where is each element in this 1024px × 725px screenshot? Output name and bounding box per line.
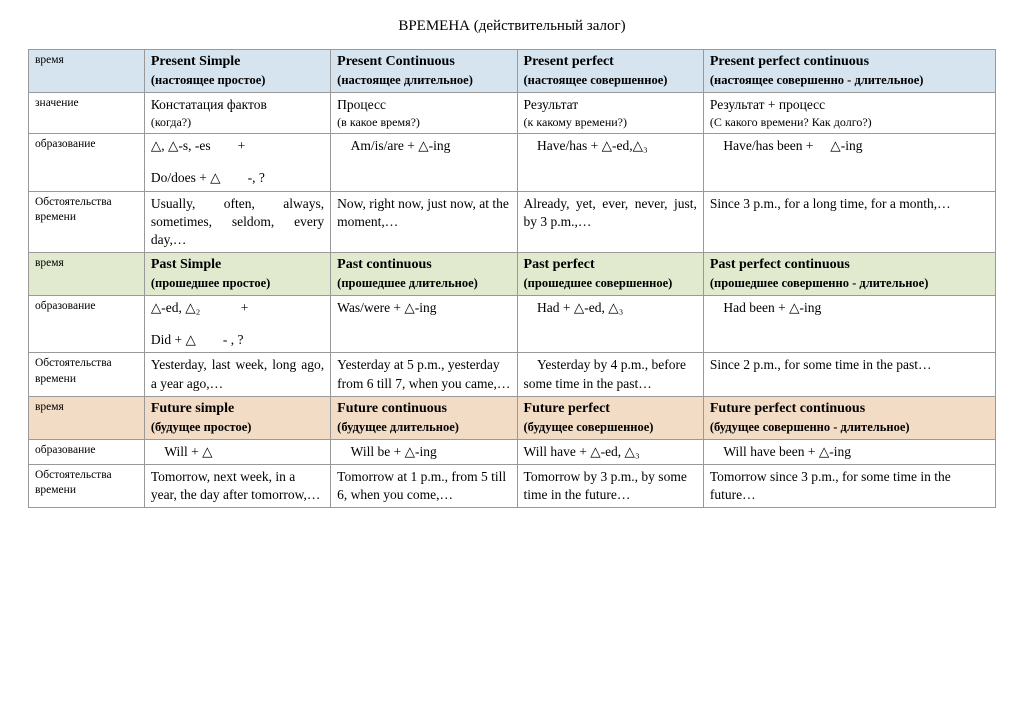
present-continuous-meaning: Процесс (в какое время?) <box>331 92 517 133</box>
past-perfcont-head: Past perfect continuous (прошедшее совер… <box>703 253 995 296</box>
label-meaning: значение <box>29 92 145 133</box>
present-perfcont-form: Have/has been + △-ing <box>703 134 995 191</box>
present-simple-form: △, △-s, -es + Do/does + △ -, ? <box>144 134 330 191</box>
future-perfect-adv: Tomorrow by 3 p.m., by some time in the … <box>517 464 703 507</box>
past-simple-head: Past Simple (прошедшее простое) <box>144 253 330 296</box>
past-perfect-head: Past perfect (прошедшее совершенное) <box>517 253 703 296</box>
future-simple-adv: Tomorrow, next week, in a year, the day … <box>144 464 330 507</box>
label-adverbs-future: Обстоятельства времени <box>29 464 145 507</box>
label-adverbs: Обстоятельства времени <box>29 191 145 253</box>
future-simple-form: Will + △ <box>144 439 330 464</box>
present-perfect-head: Present perfect (настоящее совершенное) <box>517 50 703 93</box>
future-perfect-form: Will have + △-ed, △₃ <box>517 439 703 464</box>
present-perfcont-head: Present perfect continuous (настоящее со… <box>703 50 995 93</box>
present-perfect-form: Have/has + △-ed,△₃ <box>517 134 703 191</box>
past-perfect-adv: Yesterday by 4 p.m., before some time in… <box>517 353 703 396</box>
future-perfcont-head: Future perfect continuous (будущее совер… <box>703 396 995 439</box>
future-continuous-adv: Tomorrow at 1 p.m., from 5 till 6, when … <box>331 464 517 507</box>
past-continuous-form: Was/were + △-ing <box>331 296 517 353</box>
future-perfect-head: Future perfect (будущее совершенное) <box>517 396 703 439</box>
tenses-table: время Present Simple (настоящее простое)… <box>28 49 996 508</box>
past-simple-adv: Yesterday, last week, long ago, a year a… <box>144 353 330 396</box>
past-continuous-head: Past continuous (прошедшее длительное) <box>331 253 517 296</box>
present-perfect-adv: Already, yet, ever, never, just, by 3 p.… <box>517 191 703 253</box>
past-perfect-form: Had + △-ed, △₃ <box>517 296 703 353</box>
label-tense-past: время <box>29 253 145 296</box>
present-simple-adv: Usually, often, always, sometimes, seldo… <box>144 191 330 253</box>
label-formation: образование <box>29 134 145 191</box>
label-formation-past: образование <box>29 296 145 353</box>
future-simple-head: Future simple (будущее простое) <box>144 396 330 439</box>
past-perfcont-form: Had been + △-ing <box>703 296 995 353</box>
future-perfcont-form: Will have been + △-ing <box>703 439 995 464</box>
present-simple-meaning: Констатация фактов (когда?) <box>144 92 330 133</box>
past-simple-form: △-ed, △₂ + Did + △ - , ? <box>144 296 330 353</box>
label-adverbs-past: Обстоятельства времени <box>29 353 145 396</box>
present-perfect-meaning: Результат (к какому времени?) <box>517 92 703 133</box>
present-continuous-form: Am/is/are + △-ing <box>331 134 517 191</box>
future-continuous-head: Future continuous (будущее длительное) <box>331 396 517 439</box>
label-tense: время <box>29 50 145 93</box>
label-tense-future: время <box>29 396 145 439</box>
future-perfcont-adv: Tomorrow since 3 p.m., for some time in … <box>703 464 995 507</box>
present-continuous-head: Present Continuous (настоящее длительное… <box>331 50 517 93</box>
future-continuous-form: Will be + △-ing <box>331 439 517 464</box>
past-continuous-adv: Yesterday at 5 p.m., yesterday from 6 ti… <box>331 353 517 396</box>
label-formation-future: образование <box>29 439 145 464</box>
present-continuous-adv: Now, right now, just now, at the moment,… <box>331 191 517 253</box>
present-perfcont-adv: Since 3 p.m., for a long time, for a mon… <box>703 191 995 253</box>
present-perfcont-meaning: Результат + процесс (С какого времени? К… <box>703 92 995 133</box>
page-title: ВРЕМЕНА (действительный залог) <box>28 18 996 35</box>
past-perfcont-adv: Since 2 p.m., for some time in the past… <box>703 353 995 396</box>
present-simple-head: Present Simple (настоящее простое) <box>144 50 330 93</box>
